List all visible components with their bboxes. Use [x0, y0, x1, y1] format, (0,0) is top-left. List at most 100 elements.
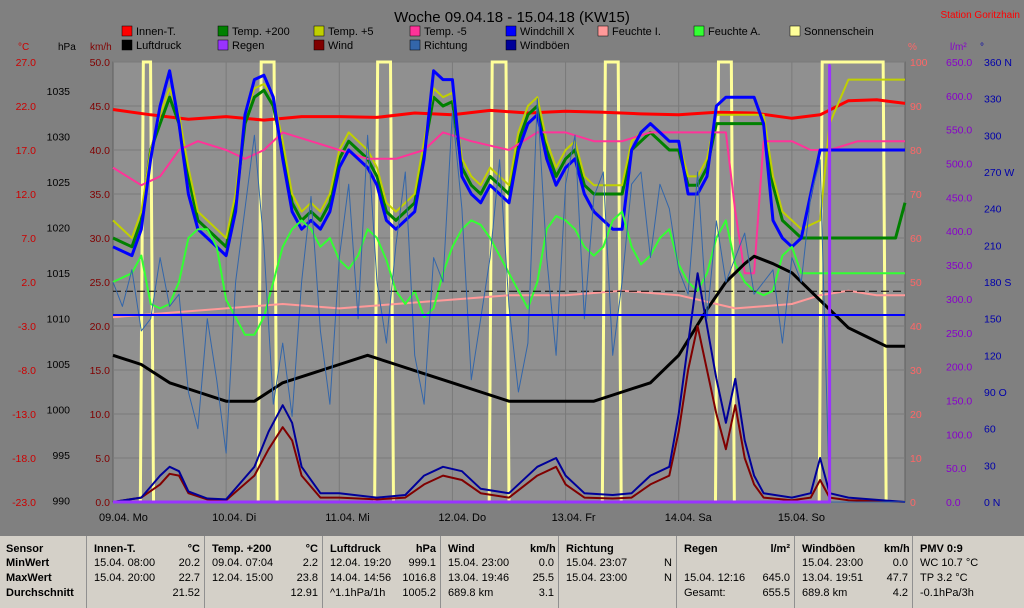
table-cell-time: WC 10.7 °C — [920, 557, 979, 569]
y-tick-direction: 150 — [984, 314, 1002, 326]
y-tick-temp_c: 2.0 — [21, 277, 36, 289]
y-tick-wind: 0.0 — [95, 497, 110, 509]
axis-units: °C hPa km/h% l/m² ° — [18, 42, 984, 53]
y-tick-pressure: 1015 — [47, 268, 71, 280]
legend-label: Windchill X — [520, 26, 575, 38]
table-cell-value: 2.2 — [302, 557, 318, 569]
y-tick-direction: 30 — [984, 460, 996, 472]
y-tick-humidity: 40 — [910, 321, 922, 333]
y-tick-wind: 20.0 — [90, 321, 111, 333]
table-cell-value: 645.0 — [762, 572, 790, 584]
series-windchill-x — [112, 69, 905, 258]
table-header-unit: hPa — [415, 543, 436, 555]
y-tick-humidity: 50 — [910, 277, 922, 289]
legend-swatch — [409, 39, 421, 51]
table-cell-time: 12.04. 19:20 — [330, 557, 392, 569]
table-cell-time: 15.04. 23:00 — [566, 572, 628, 584]
x-tick-label: 15.04. So — [778, 512, 825, 524]
x-tick-label: 13.04. Fr — [552, 512, 596, 524]
y-tick-rain: 150.0 — [946, 395, 972, 407]
table-header: Richtung — [566, 543, 614, 555]
table-cell-value: 21.52 — [172, 587, 200, 599]
table-cell-time: 12.04. 15:00 — [212, 572, 274, 584]
table-header-unit: km/h — [884, 543, 910, 555]
axis-unit-humidity: % — [908, 42, 917, 53]
legend: Innen-T. Temp. +200 Temp. +5 Temp. -5 Windch… — [121, 25, 874, 52]
table-cell-value: 12.91 — [290, 587, 318, 599]
table-row-label: MinWert — [6, 557, 50, 569]
table-cell-value: 0.0 — [892, 557, 908, 569]
table-cell-time: 13.04. 19:51 — [802, 572, 864, 584]
table-cell-value: 25.5 — [532, 572, 554, 584]
y-tick-direction: 300 — [984, 130, 1002, 142]
table-separator — [794, 536, 795, 608]
sunshine-pulse — [713, 60, 736, 503]
table-header: Wind — [448, 543, 475, 555]
y-tick-humidity: 90 — [910, 101, 922, 113]
summary-table: Sensor Innen-T. °C Temp. +200 °C Luftdruck hPa… — [0, 536, 1024, 608]
legend-swatch — [789, 25, 801, 37]
legend-swatch — [409, 25, 421, 37]
y-tick-humidity: 0 — [910, 497, 916, 509]
table-header: Luftdruck — [330, 543, 381, 555]
y-tick-temp_c: 7.0 — [21, 233, 36, 245]
y-tick-rain: 350.0 — [946, 260, 972, 272]
y-tick-pressure: 1000 — [47, 405, 71, 417]
table-header-unit: l/m² — [770, 543, 790, 555]
table-separator — [558, 536, 559, 608]
legend-label: Luftdruck — [136, 40, 182, 52]
axis-unit-wind: km/h — [90, 42, 112, 53]
legend-swatch — [217, 39, 229, 51]
y-tick-rain: 300.0 — [946, 294, 972, 306]
table-cell-value: 4.2 — [892, 587, 908, 599]
table-cell-time: 689.8 km — [802, 587, 848, 599]
y-tick-humidity: 10 — [910, 453, 922, 465]
series-richtung — [112, 98, 905, 503]
legend-swatch — [597, 25, 609, 37]
y-tick-wind: 5.0 — [95, 453, 110, 465]
table-cell-time: TP 3.2 °C — [920, 572, 968, 584]
y-tick-direction: 90 O — [984, 387, 1007, 399]
table-cell-time: 15.04. 12:16 — [684, 572, 746, 584]
y-tick-wind: 45.0 — [90, 101, 111, 113]
series-group — [112, 63, 907, 504]
table-cell-time: Gesamt: — [684, 587, 726, 599]
y-tick-wind: 15.0 — [90, 365, 111, 377]
legend-swatch — [505, 39, 517, 51]
legend-label: Regen — [232, 40, 264, 52]
series-feuchte-a- — [112, 210, 905, 336]
table-header: Windböen — [802, 543, 856, 555]
series-windb-en — [112, 272, 906, 503]
table-separator — [912, 536, 913, 608]
y-tick-direction: 240 — [984, 204, 1002, 216]
sunshine-pulse — [817, 60, 888, 503]
table-cell-value: 1016.8 — [402, 572, 436, 584]
table-header-unit: °C — [187, 543, 200, 555]
axis-unit-rain: l/m² — [950, 42, 967, 53]
table-cell-value: 0.0 — [538, 557, 554, 569]
sunshine-pulse — [600, 60, 623, 503]
y-tick-direction: 270 W — [984, 167, 1014, 179]
table-cell-value: N — [664, 557, 672, 569]
y-tick-rain: 250.0 — [946, 328, 972, 340]
y-tick-rain: 400.0 — [946, 226, 972, 238]
y-tick-temp_c: 22.0 — [16, 101, 37, 113]
y-tick-pressure: 1010 — [47, 314, 71, 326]
sunshine-pulse — [138, 60, 156, 503]
y-tick-rain: 500.0 — [946, 159, 972, 171]
legend-label: Innen-T. — [136, 26, 176, 38]
legend-label: Sonnenschein — [804, 26, 874, 38]
table-cell-value: N — [664, 572, 672, 584]
y-tick-humidity: 80 — [910, 145, 922, 157]
table-cell-time: 13.04. 19:46 — [448, 572, 510, 584]
legend-swatch — [313, 39, 325, 51]
y-tick-rain: 100.0 — [946, 429, 972, 441]
table-row-label: Durchschnitt — [6, 587, 74, 599]
table-cell-time: -0.1hPa/3h — [920, 587, 974, 599]
legend-label: Temp. -5 — [424, 26, 467, 38]
table-cell-time: 14.04. 14:56 — [330, 572, 392, 584]
y-tick-rain: 600.0 — [946, 91, 972, 103]
legend-label: Wind — [328, 40, 353, 52]
axis-unit-direction: ° — [980, 42, 984, 53]
y-tick-temp_c: 27.0 — [16, 57, 37, 69]
